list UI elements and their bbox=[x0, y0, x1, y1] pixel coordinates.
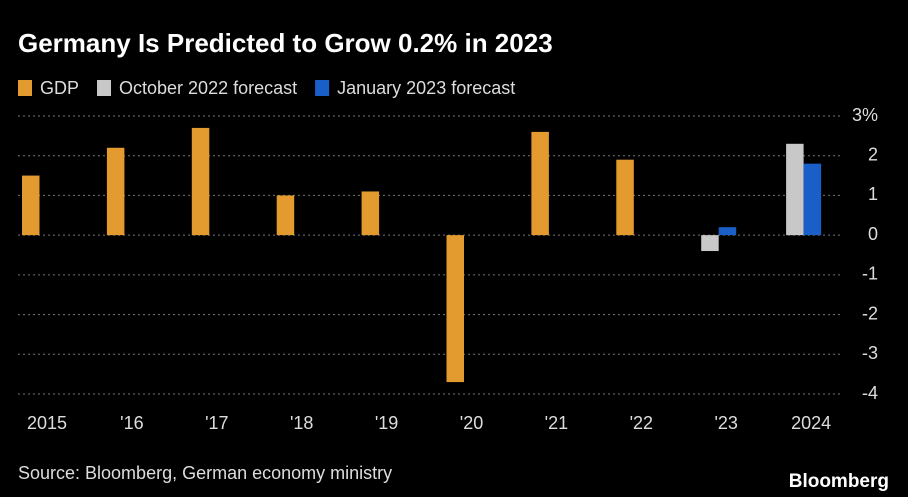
y-tick-label: 1 bbox=[868, 184, 878, 204]
bar bbox=[616, 159, 634, 236]
bar bbox=[276, 195, 295, 236]
y-tick-label: -3 bbox=[862, 343, 878, 363]
y-tick-label: 0 bbox=[868, 224, 878, 244]
legend-label: GDP bbox=[40, 78, 79, 98]
x-tick-label: '21 bbox=[545, 413, 568, 433]
y-tick-label: -2 bbox=[862, 303, 878, 323]
bar bbox=[701, 235, 719, 252]
chart-title: Germany Is Predicted to Grow 0.2% in 202… bbox=[18, 28, 553, 58]
y-tick-label: 3% bbox=[852, 105, 878, 125]
legend-label: October 2022 forecast bbox=[119, 78, 297, 98]
bar bbox=[191, 127, 210, 236]
bar bbox=[22, 175, 40, 236]
legend-swatch bbox=[97, 80, 112, 96]
brand-logo: Bloomberg bbox=[789, 471, 889, 492]
bar bbox=[786, 143, 804, 236]
y-tick-label: 2 bbox=[868, 144, 878, 164]
x-tick-label: '18 bbox=[290, 413, 313, 433]
legend-swatch bbox=[315, 80, 330, 96]
x-tick-label: '17 bbox=[205, 413, 228, 433]
bar bbox=[718, 227, 737, 236]
y-tick-label: -1 bbox=[862, 264, 878, 284]
bar bbox=[803, 163, 822, 236]
bar bbox=[531, 131, 549, 236]
x-tick-label: '23 bbox=[714, 413, 737, 433]
x-tick-label: '22 bbox=[630, 413, 653, 433]
x-tick-label: 2024 bbox=[791, 413, 831, 433]
y-tick-label: -4 bbox=[862, 383, 878, 403]
x-tick-label: '16 bbox=[120, 413, 143, 433]
bar bbox=[106, 147, 125, 236]
bar bbox=[446, 235, 464, 383]
x-tick-label: 2015 bbox=[27, 413, 67, 433]
source-note: Source: Bloomberg, German economy minist… bbox=[18, 463, 392, 483]
x-tick-label: '19 bbox=[375, 413, 398, 433]
bar bbox=[361, 191, 380, 236]
legend-label: January 2023 forecast bbox=[337, 78, 515, 98]
legend-swatch bbox=[18, 80, 32, 96]
x-tick-label: '20 bbox=[460, 413, 483, 433]
